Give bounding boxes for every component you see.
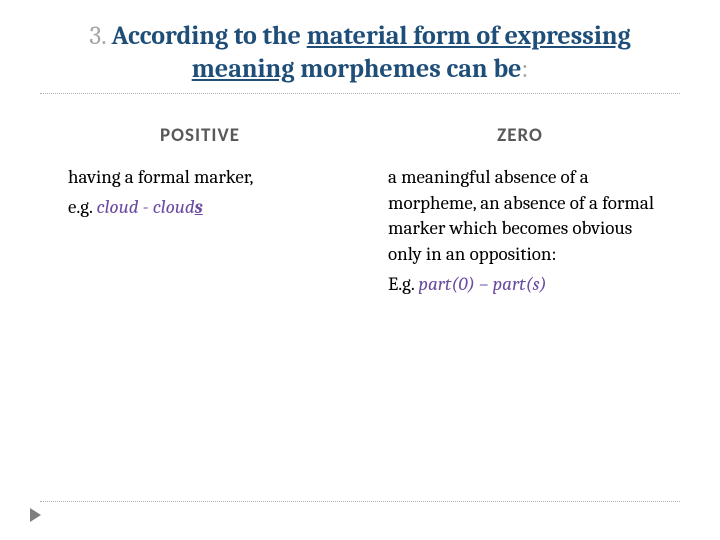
column-body-zero: a meaningful absence of a morpheme, an a… <box>370 165 670 297</box>
title-prefix: According to the <box>112 21 307 51</box>
example-label: E.g. <box>388 273 418 295</box>
slide: 3. According to the material form of exp… <box>0 0 720 540</box>
column-body-positive: having a formal marker, e.g. cloud - clo… <box>50 165 350 220</box>
title-number: 3. <box>89 21 111 51</box>
example-text: cloud - cloud <box>97 196 195 218</box>
example-text: part(0) – part(s) <box>418 273 546 295</box>
example-suffix: s <box>195 196 203 218</box>
title-block: 3. According to the material form of exp… <box>40 20 680 94</box>
bullet-text: having a formal marker, <box>68 165 350 191</box>
bullet-text: a meaningful absence of a morpheme, an a… <box>388 165 670 268</box>
column-positive: POSITIVE having a formal marker, e.g. cl… <box>50 124 350 301</box>
column-heading-positive: POSITIVE <box>50 124 350 147</box>
footer-divider <box>40 501 680 502</box>
title-colon: : <box>521 54 528 84</box>
list-item: having a formal marker, <box>50 165 350 191</box>
title-suffix: morphemes can be <box>294 54 521 84</box>
columns: POSITIVE having a formal marker, e.g. cl… <box>40 124 680 301</box>
list-item: E.g. part(0) – part(s) <box>370 272 670 298</box>
column-zero: ZERO a meaningful absence of a morpheme,… <box>370 124 670 301</box>
slide-title: 3. According to the material form of exp… <box>50 20 670 85</box>
column-heading-zero: ZERO <box>370 124 670 147</box>
example-line-zero: E.g. part(0) – part(s) <box>388 272 670 298</box>
list-item: a meaningful absence of a morpheme, an a… <box>370 165 670 268</box>
example-line-positive: e.g. cloud - clouds <box>50 195 350 221</box>
play-icon <box>30 508 41 522</box>
example-label: e.g. <box>68 196 97 218</box>
